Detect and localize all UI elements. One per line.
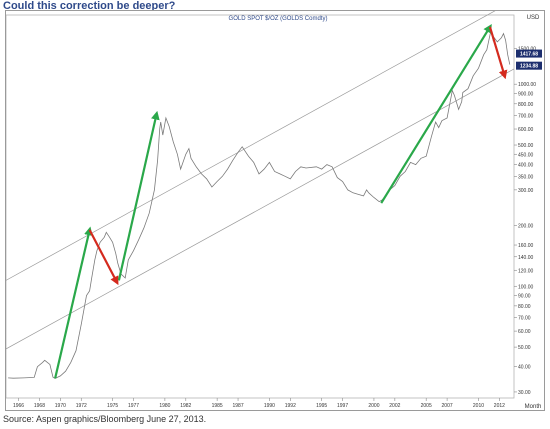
y-tick-label: 40.00 [518,365,531,371]
x-tick-label: 1970 [55,403,66,409]
y-tick-label: 800.00 [518,102,534,108]
source-note: Source: Aspen graphics/Bloomberg June 27… [3,414,207,424]
price-badge [516,61,542,70]
x-tick-label: 1995 [316,403,327,409]
x-tick-label: 1977 [128,403,139,409]
y-tick-label: 140.00 [518,255,534,261]
x-tick-label: 1972 [76,403,87,409]
y-tick-label: 120.00 [518,268,534,274]
y-tick-label: 400.00 [518,163,534,169]
x-tick-label: 1968 [34,403,45,409]
trend-channel-line [5,0,515,281]
y-tick-label: 500.00 [518,143,534,149]
chart-title: GOLD SPOT $/OZ (GOLDS Comdty) [229,16,328,22]
y-tick-label: 350.00 [518,174,534,180]
price-badge [516,49,542,58]
x-tick-label: 1985 [212,403,223,409]
plot-area [5,14,515,399]
y-tick-label: 50.00 [518,345,531,351]
page-heading: Could this correction be deeper? [3,0,176,12]
downtrend-arrow [88,229,119,286]
x-tick-label: 1966 [13,403,24,409]
x-tick-label: 2007 [442,403,453,409]
y-tick-label: 70.00 [518,316,531,322]
y-tick-label: 80.00 [518,304,531,310]
chart-frame: GOLD SPOT $/OZ (GOLDS Comdty) USD Month … [5,0,545,411]
uptrend-arrow [54,226,93,379]
y-tick-label: 300.00 [518,188,534,194]
y-tick-label: 30.00 [518,390,531,396]
uptrend-arrow [117,110,160,281]
uptrend-arrow [380,23,492,204]
x-tick-label: 1992 [285,403,296,409]
y-tick-label: 100.00 [518,284,534,290]
trend-channel-line [5,68,515,350]
y-tick-label: 90.00 [518,294,531,300]
downtrend-arrow [488,26,508,80]
x-tick-label: 2012 [494,403,505,409]
x-tick-label: 1980 [159,403,170,409]
x-axis-label: Month [525,404,542,410]
x-tick-label: 1982 [180,403,191,409]
currency-label: USD [527,15,540,21]
gold-price-line [8,30,511,379]
x-tick-label: 2010 [473,403,484,409]
y-tick-label: 450.00 [518,152,534,158]
price-badge-label: 1234.88 [520,64,538,70]
y-tick-label: 600.00 [518,127,534,133]
y-tick-label: 60.00 [518,329,531,335]
y-tick-label: 700.00 [518,114,534,120]
x-tick-label: 1997 [337,403,348,409]
y-tick-label: 900.00 [518,91,534,97]
x-tick-label: 2005 [421,403,432,409]
price-badge-label: 1417.68 [520,52,538,58]
y-tick-label: 1000.00 [518,82,536,88]
x-tick-label: 1987 [232,403,243,409]
y-tick-label: 200.00 [518,223,534,229]
y-tick-label: 160.00 [518,243,534,249]
gold-price-chart: GOLD SPOT $/OZ (GOLDS Comdty) USD Month … [5,0,542,410]
x-tick-label: 1975 [107,403,118,409]
x-tick-label: 1990 [264,403,275,409]
x-tick-label: 2000 [368,403,379,409]
x-tick-label: 2002 [389,403,400,409]
